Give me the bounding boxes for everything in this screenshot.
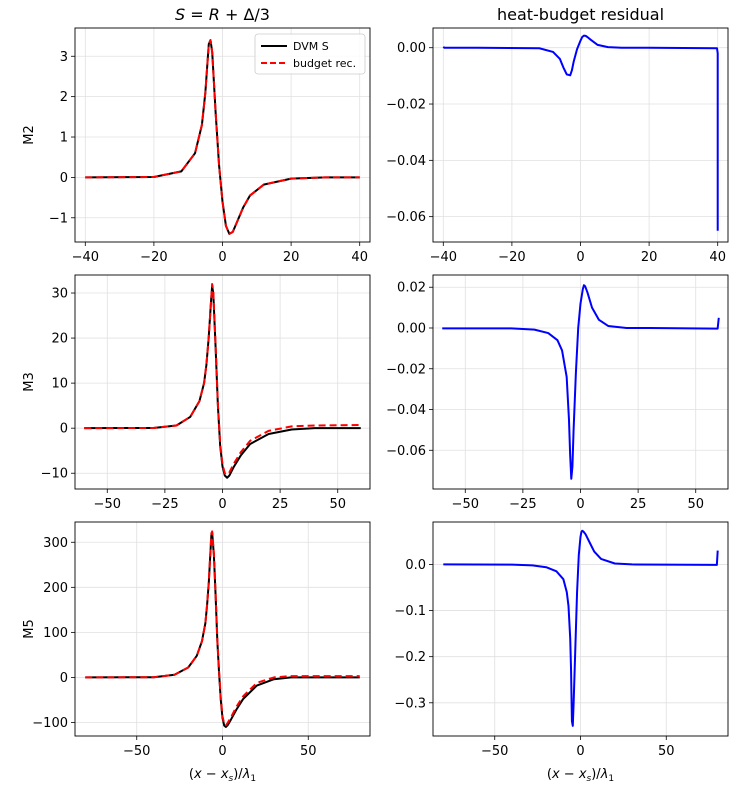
x-tick-label: 0 [576,497,584,512]
series-line-budget-rec- [84,283,361,476]
x-tick-label: 0 [218,744,226,759]
axes-frame [74,27,371,243]
series-line-residual [443,529,719,727]
legend-entry-label: DVM S [293,40,329,53]
y-tick-label: 2 [60,90,68,105]
x-tick-label: −40 [72,250,99,265]
y-axis-label: M5 [22,619,37,639]
x-tick-label: 50 [300,744,317,759]
legend: DVM S budget rec. [254,33,366,75]
x-tick-label: 50 [329,497,346,512]
series-line-budget-rec- [85,39,360,235]
series-line-budget-rec- [85,530,360,727]
x-tick-label: 0 [218,250,226,265]
y-tick-label: −0.02 [386,98,426,113]
x-tick-label: −50 [123,744,150,759]
x-tick-label: 20 [283,250,300,265]
y-tick-label: 20 [51,332,68,347]
chart-panel-6: −50 0 50 0.0 −0.1 −0.2 −0.3 (x − xs)/λ1 [394,521,729,784]
legend-entry-label: budget rec. [293,57,356,70]
axes-frame [74,274,371,490]
x-tick-label: −50 [94,497,121,512]
x-tick-label: −20 [498,250,525,265]
y-tick-label: −0.1 [394,604,426,619]
y-tick-label: −0.04 [386,154,426,169]
chart-panel-2: −40 −20 0 20 40 0.00 −0.02 −0.04 −0.06 heat-budge… [386,5,729,265]
axes-frame [74,521,371,737]
y-tick-label: 0 [60,171,68,186]
x-tick-label: 40 [709,250,726,265]
x-tick-label: −50 [452,497,479,512]
chart-panel-3: −50 −25 0 25 50 −10 0 10 20 30 M3 [22,274,371,512]
x-tick-label: −50 [481,744,508,759]
y-tick-label: −0.02 [386,362,426,377]
axes-frame [432,274,729,490]
y-tick-label: 0 [60,671,68,686]
x-tick-label: 40 [351,250,368,265]
y-tick-label: 30 [51,287,68,302]
y-tick-label: 0.00 [397,321,426,336]
y-tick-label: 3 [60,50,68,65]
chart-panel-4: −50 −25 0 25 50 0.02 0.00 −0.02 −0.04 −0.06 [386,274,729,512]
y-tick-label: 200 [43,581,68,596]
chart-panel-1: −40 −20 0 20 40 −1 0 1 2 3 S = R + Δ/3 M2 DVM S budge… [22,5,371,265]
y-tick-label: 0.02 [397,281,426,296]
y-tick-label: −0.06 [386,444,426,459]
y-tick-label: −10 [41,467,68,482]
y-tick-label: 0 [60,422,68,437]
x-tick-label: −25 [509,497,536,512]
chart-title: S = R + Δ/3 [175,5,270,24]
y-tick-label: 300 [43,536,68,551]
x-tick-label: 0 [576,744,584,759]
y-tick-label: 100 [43,626,68,641]
x-tick-label: 0 [218,497,226,512]
y-tick-label: 10 [51,377,68,392]
y-tick-label: −0.2 [394,650,426,665]
x-tick-label: 25 [630,497,647,512]
x-tick-label: −40 [430,250,457,265]
x-axis-label: (x − xs)/λ1 [547,767,614,784]
y-axis-label: M3 [22,372,37,392]
x-axis-label: (x − xs)/λ1 [189,767,256,784]
x-tick-label: 25 [272,497,289,512]
y-tick-label: −100 [32,716,68,731]
y-tick-label: −0.04 [386,403,426,418]
y-axis-label: M2 [22,125,37,145]
x-tick-label: 50 [658,744,675,759]
x-tick-label: 50 [687,497,704,512]
axes-frame [432,521,729,737]
series-line-residual [442,284,720,480]
y-tick-label: −0.06 [386,210,426,225]
y-tick-label: 0.0 [405,558,426,573]
chart-title: heat-budget residual [497,5,664,24]
axes-frame [432,27,729,243]
x-tick-label: 20 [641,250,658,265]
y-tick-label: 1 [60,131,68,146]
x-tick-label: −25 [151,497,178,512]
chart-panel-5: −50 0 50 −100 0 100 200 300 M5 (x − xs)/λ1 [22,521,371,784]
y-tick-label: 0.00 [397,41,426,56]
y-tick-label: −1 [49,211,68,226]
series-line-residual [442,34,719,231]
x-tick-label: −20 [140,250,167,265]
x-tick-label: 0 [576,250,584,265]
y-tick-label: −0.3 [394,696,426,711]
